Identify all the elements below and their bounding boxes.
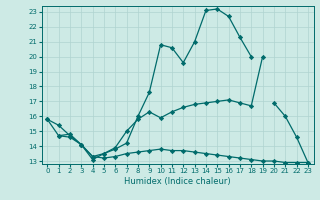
X-axis label: Humidex (Indice chaleur): Humidex (Indice chaleur) xyxy=(124,177,231,186)
